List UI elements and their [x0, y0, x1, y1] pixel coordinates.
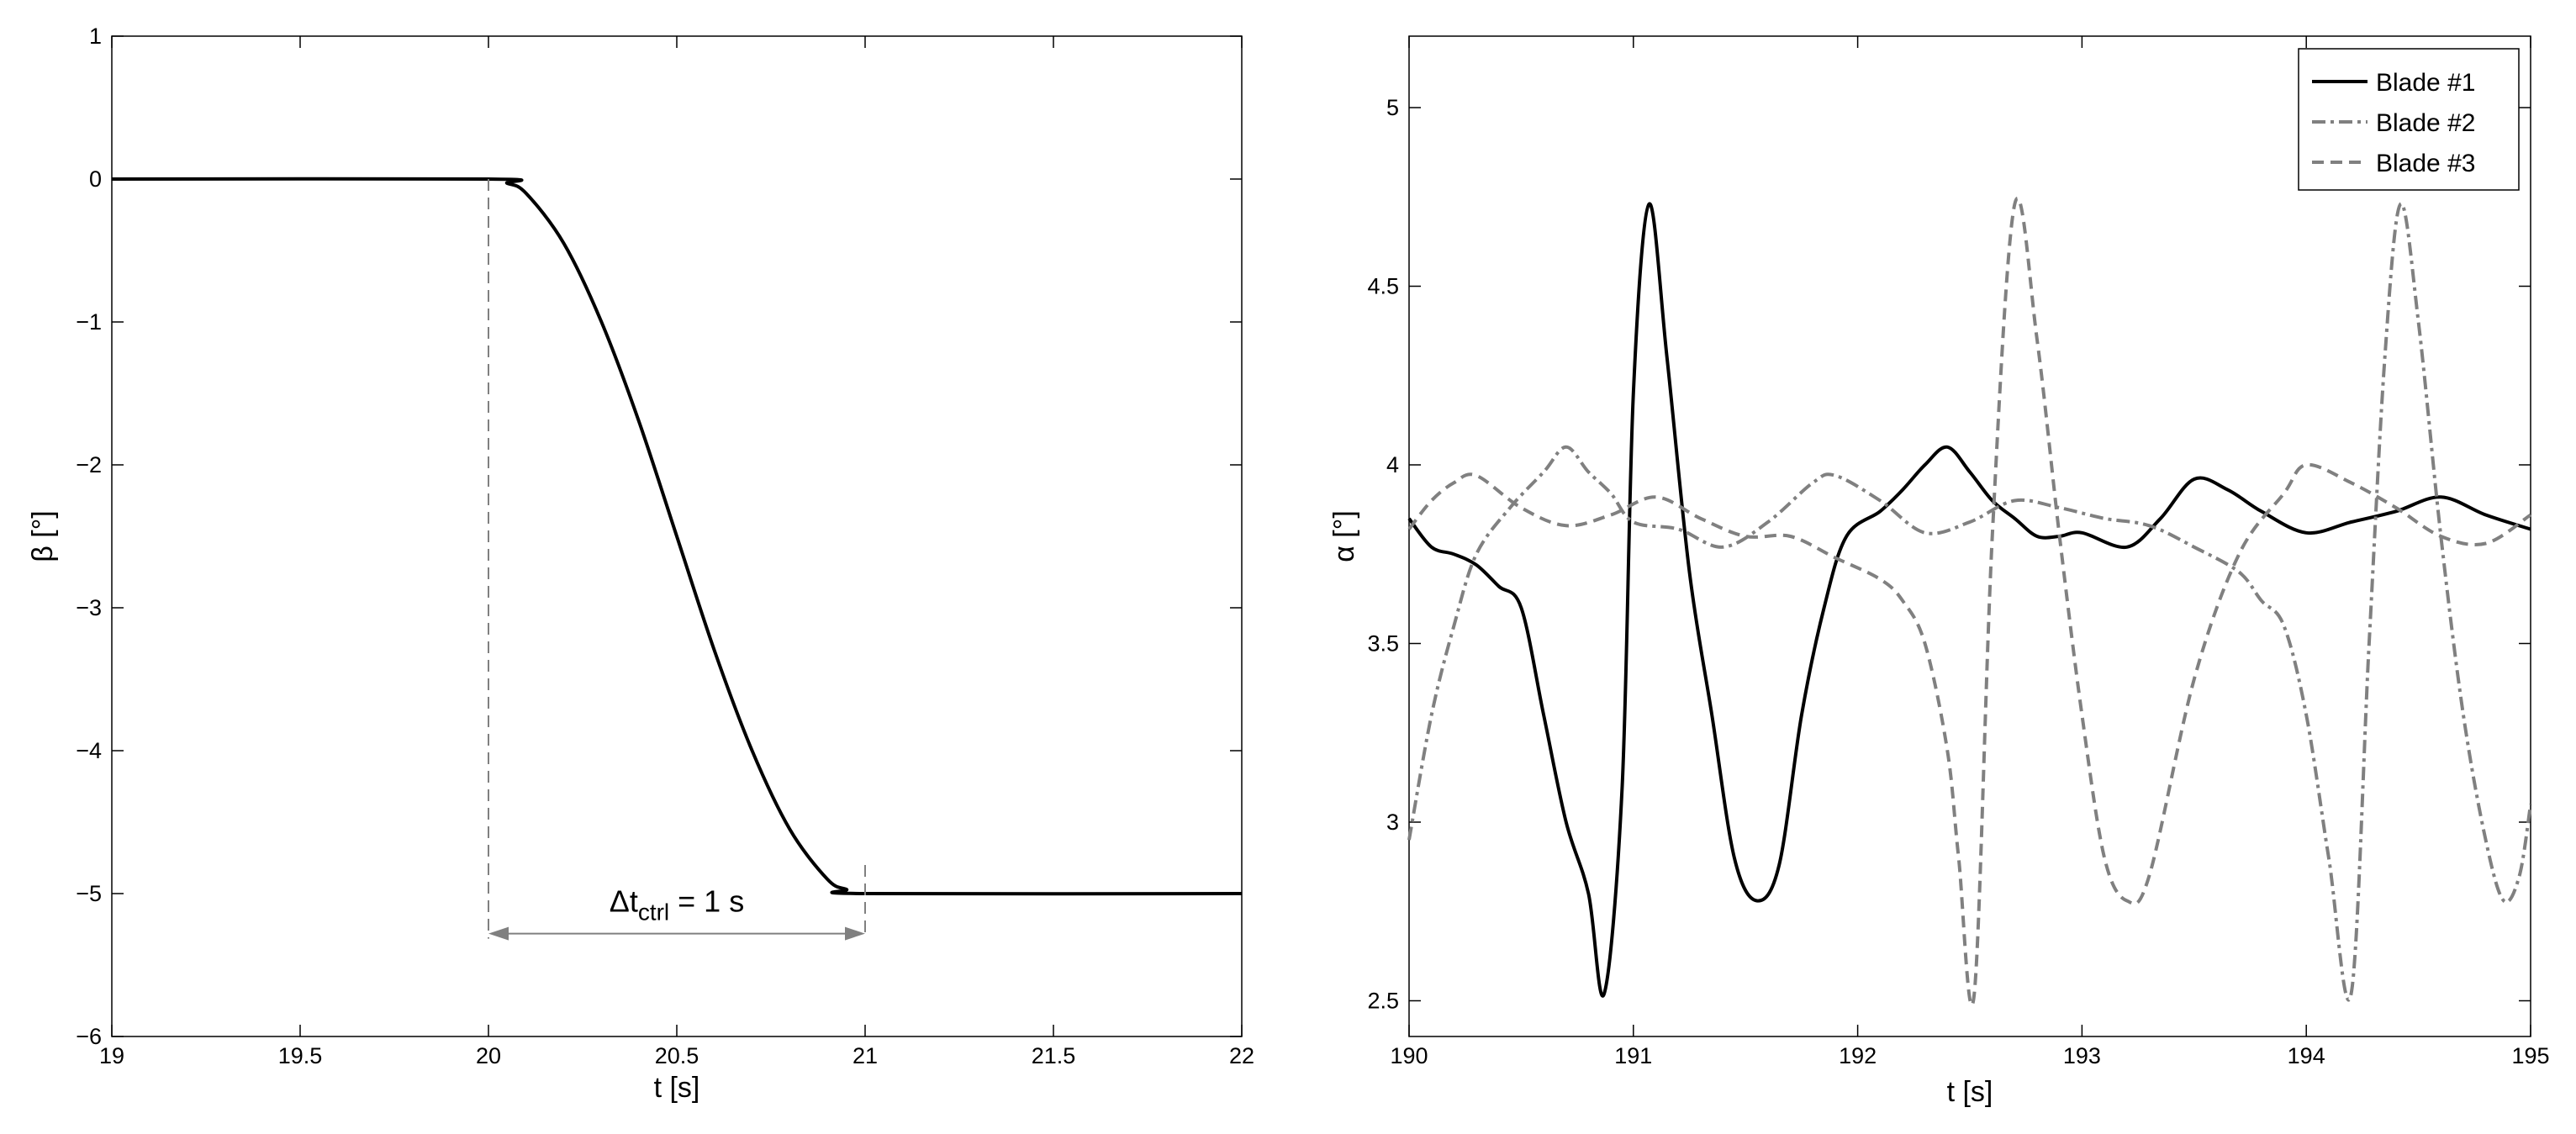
left-x-tick-label: 22 [1229, 1043, 1254, 1068]
left-annotation: Δtctrl = 1 s [488, 179, 866, 941]
right-series-group [1407, 196, 2532, 1007]
left-y-tick-label: −6 [76, 1024, 102, 1049]
left-y-tick-label: −1 [76, 309, 102, 335]
left-x-tick-label: 20 [476, 1043, 501, 1068]
right-x-tick-label: 195 [2511, 1043, 2549, 1068]
left-y-tick-label: 0 [89, 166, 102, 192]
right-series-line-1 [1407, 202, 2531, 998]
left-y-tick-label: −5 [76, 881, 102, 906]
right-y-tick-label: 4.5 [1367, 274, 1399, 299]
right-y-axis-label: α [°] [1328, 510, 1360, 562]
left-y-tick-label: −2 [76, 452, 102, 477]
right-y-tick-label: 3.5 [1367, 631, 1399, 657]
left-x-tick-label: 21 [853, 1043, 878, 1068]
annotation-text-main: Δt [610, 884, 638, 919]
left-y-tick-label: 1 [89, 24, 102, 49]
left-series-group [111, 177, 1243, 896]
annotation-text-rest: = 1 s [669, 884, 744, 919]
right-y-tick-label: 5 [1386, 95, 1399, 120]
right-chart: 190 191 192 193 194 195 5 4.5 4 3.5 3 2.5 t [s] α … [1328, 35, 2550, 1108]
right-y-ticks: 5 4.5 4 3.5 3 2.5 [1367, 95, 2531, 1014]
right-x-tick-label: 192 [1839, 1043, 1877, 1068]
left-x-tick-label: 20.5 [655, 1043, 699, 1068]
legend: Blade #1 Blade #2 Blade #3 [2298, 48, 2520, 191]
left-series-line-1 [111, 177, 1243, 896]
legend-label-blade-1: Blade #1 [2376, 69, 2475, 97]
left-y-tick-label: −3 [76, 595, 102, 620]
right-x-tick-label: 194 [2288, 1043, 2325, 1068]
left-x-axis-label: t [s] [654, 1072, 700, 1104]
right-x-tick-label: 193 [2063, 1043, 2101, 1068]
annotation-arrowhead-left [488, 926, 509, 941]
legend-label-blade-3: Blade #3 [2376, 150, 2475, 177]
left-y-tick-label: −4 [76, 738, 102, 763]
annotation-text-sub: ctrl [638, 899, 669, 926]
left-y-axis-label: β [°] [27, 510, 59, 562]
right-plot-frame [1408, 35, 2531, 1037]
right-series-line-2 [1407, 202, 2532, 1002]
legend-label-blade-2: Blade #2 [2376, 109, 2475, 137]
right-x-tick-label: 191 [1614, 1043, 1652, 1068]
right-x-tick-label: 190 [1390, 1043, 1428, 1068]
annotation-arrowhead-right [845, 926, 865, 941]
right-y-tick-label: 2.5 [1367, 989, 1399, 1014]
right-x-axis-label: t [s] [1947, 1076, 1993, 1108]
right-y-tick-label: 4 [1386, 452, 1399, 477]
right-x-ticks: 190 191 192 193 194 195 [1390, 36, 2550, 1068]
left-chart: 19 19.5 20 20.5 21 21.5 22 1 0 −1 −2 −3 −4 −5 −6 Δtct… [27, 24, 1254, 1104]
legend-box [2298, 48, 2520, 191]
left-x-tick-label: 19.5 [278, 1043, 323, 1068]
right-y-tick-label: 3 [1386, 810, 1399, 835]
left-x-tick-label: 19 [99, 1043, 124, 1068]
left-x-tick-label: 21.5 [1032, 1043, 1076, 1068]
right-series-line-3 [1407, 196, 2532, 1007]
left-x-ticks: 19 19.5 20 20.5 21 21.5 22 [99, 36, 1254, 1068]
left-y-ticks: 1 0 −1 −2 −3 −4 −5 −6 [76, 24, 1242, 1049]
annotation-delta-t-label: Δtctrl = 1 s [610, 884, 744, 926]
